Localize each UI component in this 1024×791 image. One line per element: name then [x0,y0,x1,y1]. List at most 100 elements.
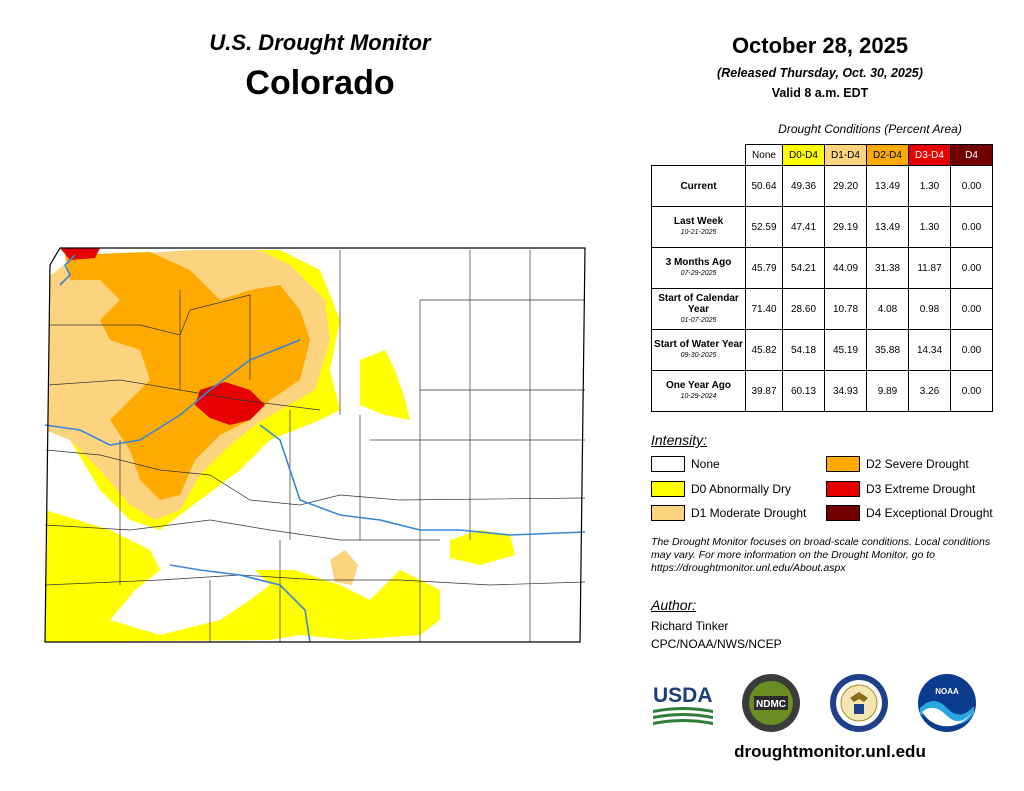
table-cell: 29.20 [824,165,867,207]
drought-conditions-table: None D0-D4 D1-D4 D2-D4 D3-D4 D4 Current 5… [651,144,993,412]
table-row: Start of Calendar Year 01-07-2025 71.40 28.… [651,288,993,330]
table-cell: 71.40 [745,288,783,330]
table-cell: 0.00 [950,370,993,412]
col-d0-d4: D0-D4 [782,144,825,166]
noaa-logo-text: NOAA [935,687,959,696]
table-cell: 3.26 [908,370,951,412]
noaa-logo: NOAA [918,674,976,732]
legend-label-d3: D3 Extreme Drought [866,482,976,496]
row-label: 3 Months Ago 07-29-2025 [651,247,746,289]
col-d3-d4: D3-D4 [908,144,951,166]
table-cell: 1.30 [908,165,951,207]
table-row: Start of Water Year 09-30-2025 45.82 54.18 4… [651,329,993,371]
legend-item-d3: D3 Extreme Drought [826,481,975,497]
table-cell: 14.34 [908,329,951,371]
ndmc-logo: NDMC [742,674,800,732]
table-cell: 39.87 [745,370,783,412]
author-org: CPC/NOAA/NWS/NCEP [651,637,782,651]
legend-label-d0: D0 Abnormally Dry [691,482,792,496]
rivers [44,254,586,643]
valid-time: Valid 8 a.m. EDT [771,86,869,100]
legend-swatch-d3 [826,481,860,497]
legend-swatch-d2 [826,456,860,472]
row-label-text: 3 Months Ago [665,257,732,268]
table-cell: 9.89 [866,370,909,412]
table-cell: 0.00 [950,206,993,248]
row-label: Current [651,165,746,207]
table-cell: 34.93 [824,370,867,412]
col-d2-d4: D2-D4 [866,144,909,166]
table-cell: 54.18 [782,329,825,371]
table-cell: 0.00 [950,329,993,371]
legend-label-d2: D2 Severe Drought [866,457,969,471]
table-cell: 1.30 [908,206,951,248]
d0-region-southeast-blob [450,530,515,565]
d1-region-south-central [330,550,358,585]
row-date: 07-29-2025 [680,270,717,277]
table-cell: 31.38 [866,247,909,289]
table-row: One Year Ago 10-29-2024 39.87 60.13 34.93 9.8… [651,370,993,412]
d0-region-front-range [360,350,410,420]
legend-label-none: None [691,457,720,471]
ndmc-logo-text: NDMC [756,699,786,710]
table-corner [651,144,746,166]
table-cell: 13.49 [866,206,909,248]
row-date: 01-07-2025 [680,316,717,324]
legend-item-d2: D2 Severe Drought [826,456,969,472]
legend-label-d1: D1 Moderate Drought [691,506,807,520]
usda-logo-text: USDA [653,684,713,707]
table-cell: 45.79 [745,247,783,289]
d0-region-south [45,510,440,642]
county-lines [44,250,586,642]
state-title: Colorado [245,64,395,102]
table-cell: 13.49 [866,165,909,207]
table-row: Current 50.64 49.36 29.20 13.49 1.30 0.00 [651,165,993,207]
col-d4: D4 [950,144,993,166]
table-row: 3 Months Ago 07-29-2025 45.79 54.21 44.09 31.… [651,247,993,289]
row-label-text: Start of Water Year [654,339,743,350]
col-none: None [745,144,783,166]
colorado-drought-map [44,247,586,643]
row-date: 10-21-2025 [680,229,717,236]
table-cell: 35.88 [866,329,909,371]
d3-region-northwest-corner [60,248,100,260]
row-label-text: Start of Calendar Year [658,292,739,315]
author-block: Richard Tinker CPC/NOAA/NWS/NCEP [651,617,782,653]
table-cell: 28.60 [782,288,825,330]
table-cell: 45.82 [745,329,783,371]
legend-item-none: None [651,456,720,472]
legend-swatch-d0 [651,481,685,497]
table-cell: 45.19 [824,329,867,371]
table-cell: 11.87 [908,247,951,289]
legend-item-d4: D4 Exceptional Drought [826,505,993,521]
row-label: One Year Ago 10-29-2024 [651,370,746,412]
row-label: Start of Water Year 09-30-2025 [651,329,746,371]
doc-seal-logo [830,674,888,732]
table-row: Last Week 10-21-2025 52.59 47.41 29.19 13.49 1… [651,206,993,248]
author-name: Richard Tinker [651,619,729,633]
author-title: Author: [651,597,697,613]
legend-item-d1: D1 Moderate Drought [651,505,806,521]
disclaimer-note: The Drought Monitor focuses on broad-sca… [651,536,991,574]
table-cell: 47.41 [782,206,825,248]
table-cell: 44.09 [824,247,867,289]
row-date: 09-30-2025 [680,352,717,359]
table-cell: 50.64 [745,165,783,207]
table-cell: 29.19 [824,206,867,248]
usda-logo: USDA [653,684,713,725]
legend-swatch-d4 [826,505,860,521]
legend-swatch-d1 [651,505,685,521]
table-header-row: None D0-D4 D1-D4 D2-D4 D3-D4 D4 [651,144,993,166]
table-cell: 0.00 [950,247,993,289]
table-cell: 10.78 [824,288,867,330]
table-cell: 54.21 [782,247,825,289]
table-cell: 49.36 [782,165,825,207]
legend-swatch-none [651,456,685,472]
website-url[interactable]: droughtmonitor.unl.edu [734,742,926,761]
state-outline [44,247,586,643]
row-date: 10-29-2024 [680,393,717,400]
col-d1-d4: D1-D4 [824,144,867,166]
d2-region-northwest [65,252,310,500]
d3-region-central [195,382,265,425]
valid-date: October 28, 2025 [731,33,909,58]
